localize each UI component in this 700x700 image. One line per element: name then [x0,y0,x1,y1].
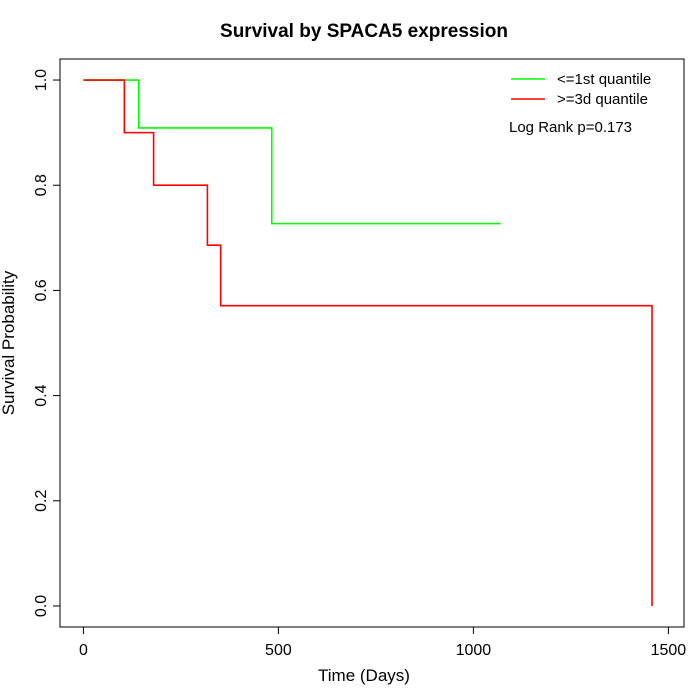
x-tick-label: 500 [265,642,292,659]
legend-label-1: <=1st quantile [557,71,651,88]
x-tick-label: 1500 [651,642,687,659]
series-line-2 [83,79,653,606]
x-tick-label: 1000 [456,642,492,659]
y-axis: 0.0 0.2 0.4 0.6 0.8 1.0 [33,69,61,617]
x-tick-label: 0 [79,642,88,659]
y-tick-label: 0.4 [33,384,50,406]
legend-label-2: >=3d quantile [557,91,648,108]
y-tick-label: 0.0 [33,595,50,617]
y-axis-label: Survival Probability [0,270,18,415]
series-layer [83,79,653,606]
legend: <=1st quantile >=3d quantile [511,71,651,108]
log-rank-annotation: Log Rank p=0.173 [509,119,632,136]
x-axis: 0 500 1000 1500 [79,626,687,659]
y-tick-label: 0.2 [33,490,50,512]
y-tick-label: 0.8 [33,174,50,196]
series-line-1 [83,79,501,225]
x-axis-label: Time (Days) [318,666,410,685]
chart-title: Survival by SPACA5 expression [220,21,508,42]
y-tick-label: 0.6 [33,279,50,301]
y-tick-label: 1.0 [33,69,50,91]
